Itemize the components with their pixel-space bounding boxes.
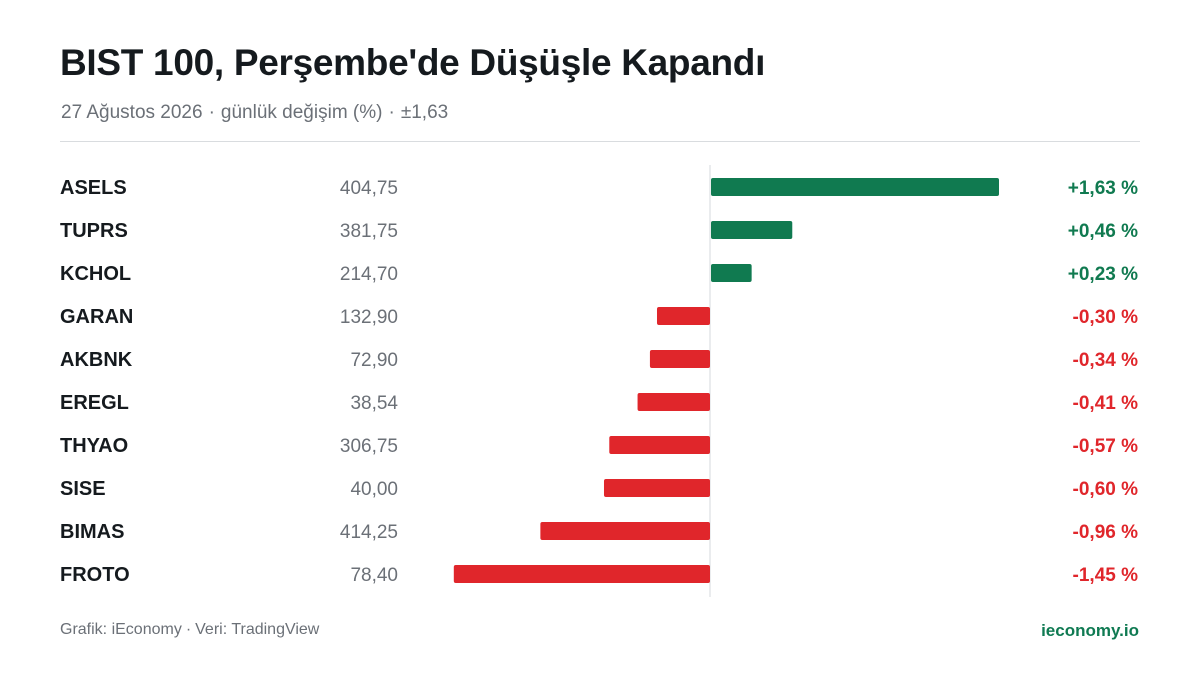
change-label: -0,57 % bbox=[1073, 436, 1139, 457]
change-label: +0,23 % bbox=[1068, 264, 1138, 285]
price-label: 72,90 bbox=[350, 350, 398, 371]
bar-negative bbox=[540, 522, 710, 540]
price-label: 404,75 bbox=[340, 178, 398, 199]
price-label: 306,75 bbox=[340, 436, 398, 457]
ticker-label: EREGL bbox=[60, 392, 129, 414]
price-label: 414,25 bbox=[340, 522, 398, 543]
ticker-label: THYAO bbox=[60, 435, 128, 457]
bar-negative bbox=[453, 565, 710, 583]
subtitle-metric: günlük değişim (%) bbox=[220, 102, 383, 123]
change-label: -1,45 % bbox=[1073, 565, 1139, 586]
subtitle-date: 27 Ağustos 2026 bbox=[61, 102, 203, 123]
bar-negative bbox=[656, 307, 710, 325]
ticker-label: ASELS bbox=[60, 177, 127, 199]
ticker-label: GARAN bbox=[60, 306, 133, 328]
chart-title: BIST 100, Perşembe'de Düşüşle Kapandı bbox=[60, 42, 766, 83]
bar-positive bbox=[711, 264, 752, 282]
bar-negative bbox=[603, 479, 710, 497]
footer-source: Grafik: iEconomy · Veri: TradingView bbox=[60, 621, 319, 639]
change-label: -0,30 % bbox=[1073, 307, 1139, 328]
bar-positive bbox=[711, 221, 793, 239]
change-label: -0,34 % bbox=[1073, 350, 1139, 371]
change-label: -0,96 % bbox=[1073, 522, 1139, 543]
bar-positive bbox=[711, 178, 999, 196]
change-label: +1,63 % bbox=[1068, 178, 1138, 199]
change-label: -0,60 % bbox=[1073, 479, 1139, 500]
chart-subtitle: 27 Ağustos 2026 · günlük değişim (%) · ±1,63 bbox=[61, 102, 448, 124]
bar-negative bbox=[609, 436, 710, 454]
bar-negative bbox=[637, 393, 710, 411]
ticker-label: KCHOL bbox=[60, 263, 131, 285]
footer-brand-link[interactable]: ieconomy.io bbox=[1041, 621, 1139, 640]
price-label: 132,90 bbox=[340, 307, 398, 328]
subtitle-separator: · bbox=[208, 102, 215, 123]
change-label: -0,41 % bbox=[1073, 393, 1139, 414]
price-label: 214,70 bbox=[340, 264, 398, 285]
ticker-label: SISE bbox=[60, 478, 106, 500]
ticker-label: BIMAS bbox=[60, 521, 124, 543]
footer-separator: · bbox=[185, 621, 192, 638]
subtitle-separator: · bbox=[388, 102, 395, 123]
ticker-label: TUPRS bbox=[60, 220, 128, 242]
price-label: 381,75 bbox=[340, 221, 398, 242]
footer-graphic-credit: Grafik: iEconomy bbox=[60, 621, 182, 638]
bar-negative bbox=[649, 350, 710, 368]
footer-data-credit: Veri: TradingView bbox=[195, 621, 320, 638]
subtitle-range: ±1,63 bbox=[400, 102, 449, 123]
header-divider bbox=[60, 141, 1140, 142]
ticker-label: AKBNK bbox=[60, 349, 133, 371]
price-label: 40,00 bbox=[350, 479, 398, 500]
ticker-label: FROTO bbox=[60, 564, 130, 586]
change-label: +0,46 % bbox=[1068, 221, 1138, 242]
price-label: 78,40 bbox=[350, 565, 398, 586]
price-label: 38,54 bbox=[350, 393, 398, 414]
